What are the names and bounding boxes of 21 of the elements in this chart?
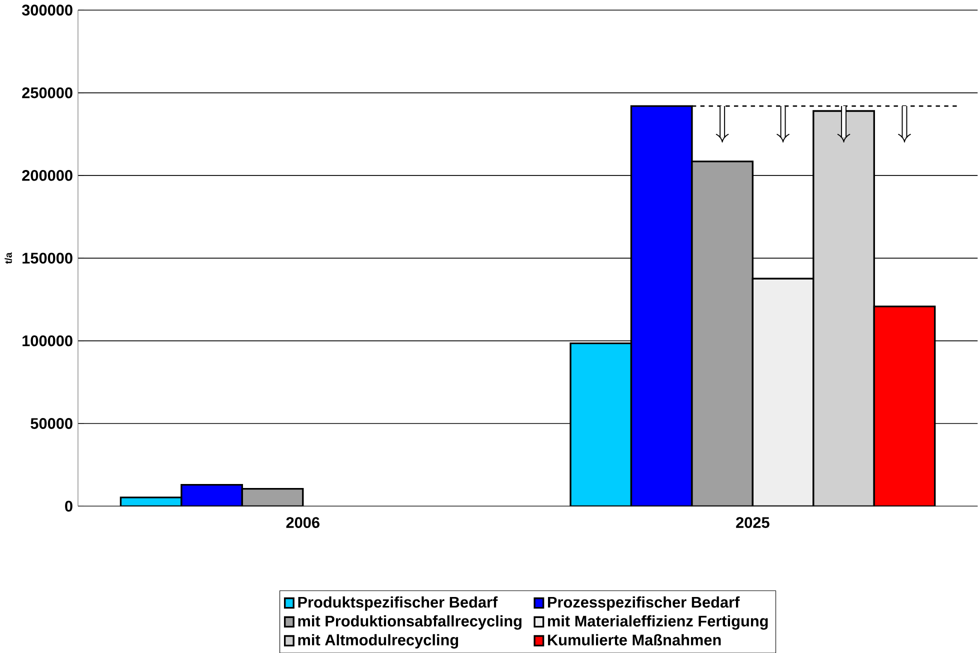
y-tick-label: 0: [65, 500, 72, 512]
bar: [180, 484, 244, 506]
legend-label: Kumulierte Maßnahmen: [548, 634, 721, 646]
y-axis-title: t/a: [4, 252, 12, 264]
legend-label: Prozesspezifischer Bedarf: [548, 596, 740, 611]
y-tick-label: 300000: [22, 4, 72, 16]
x-tick-label: 2025: [736, 516, 770, 528]
y-tick-label: 100000: [22, 335, 72, 346]
y-tick-label: 250000: [22, 87, 72, 98]
legend-label: mit Altmodulrecycling: [298, 634, 458, 648]
legend-label: mit Produktionsabfallrecycling: [298, 615, 522, 630]
legend-label: mit Materialeffizienz Fertigung: [548, 615, 768, 630]
bar: [241, 488, 304, 506]
bar: [570, 342, 632, 506]
y-tick-label: 150000: [22, 252, 72, 264]
legend-label: Produktspezifischer Bedarf: [298, 596, 498, 611]
y-tick-label: 50000: [30, 418, 72, 429]
x-tick-label: 2006: [286, 516, 320, 528]
bar: [691, 160, 754, 506]
bar: [630, 105, 693, 506]
y-tick-label: 200000: [22, 170, 72, 181]
